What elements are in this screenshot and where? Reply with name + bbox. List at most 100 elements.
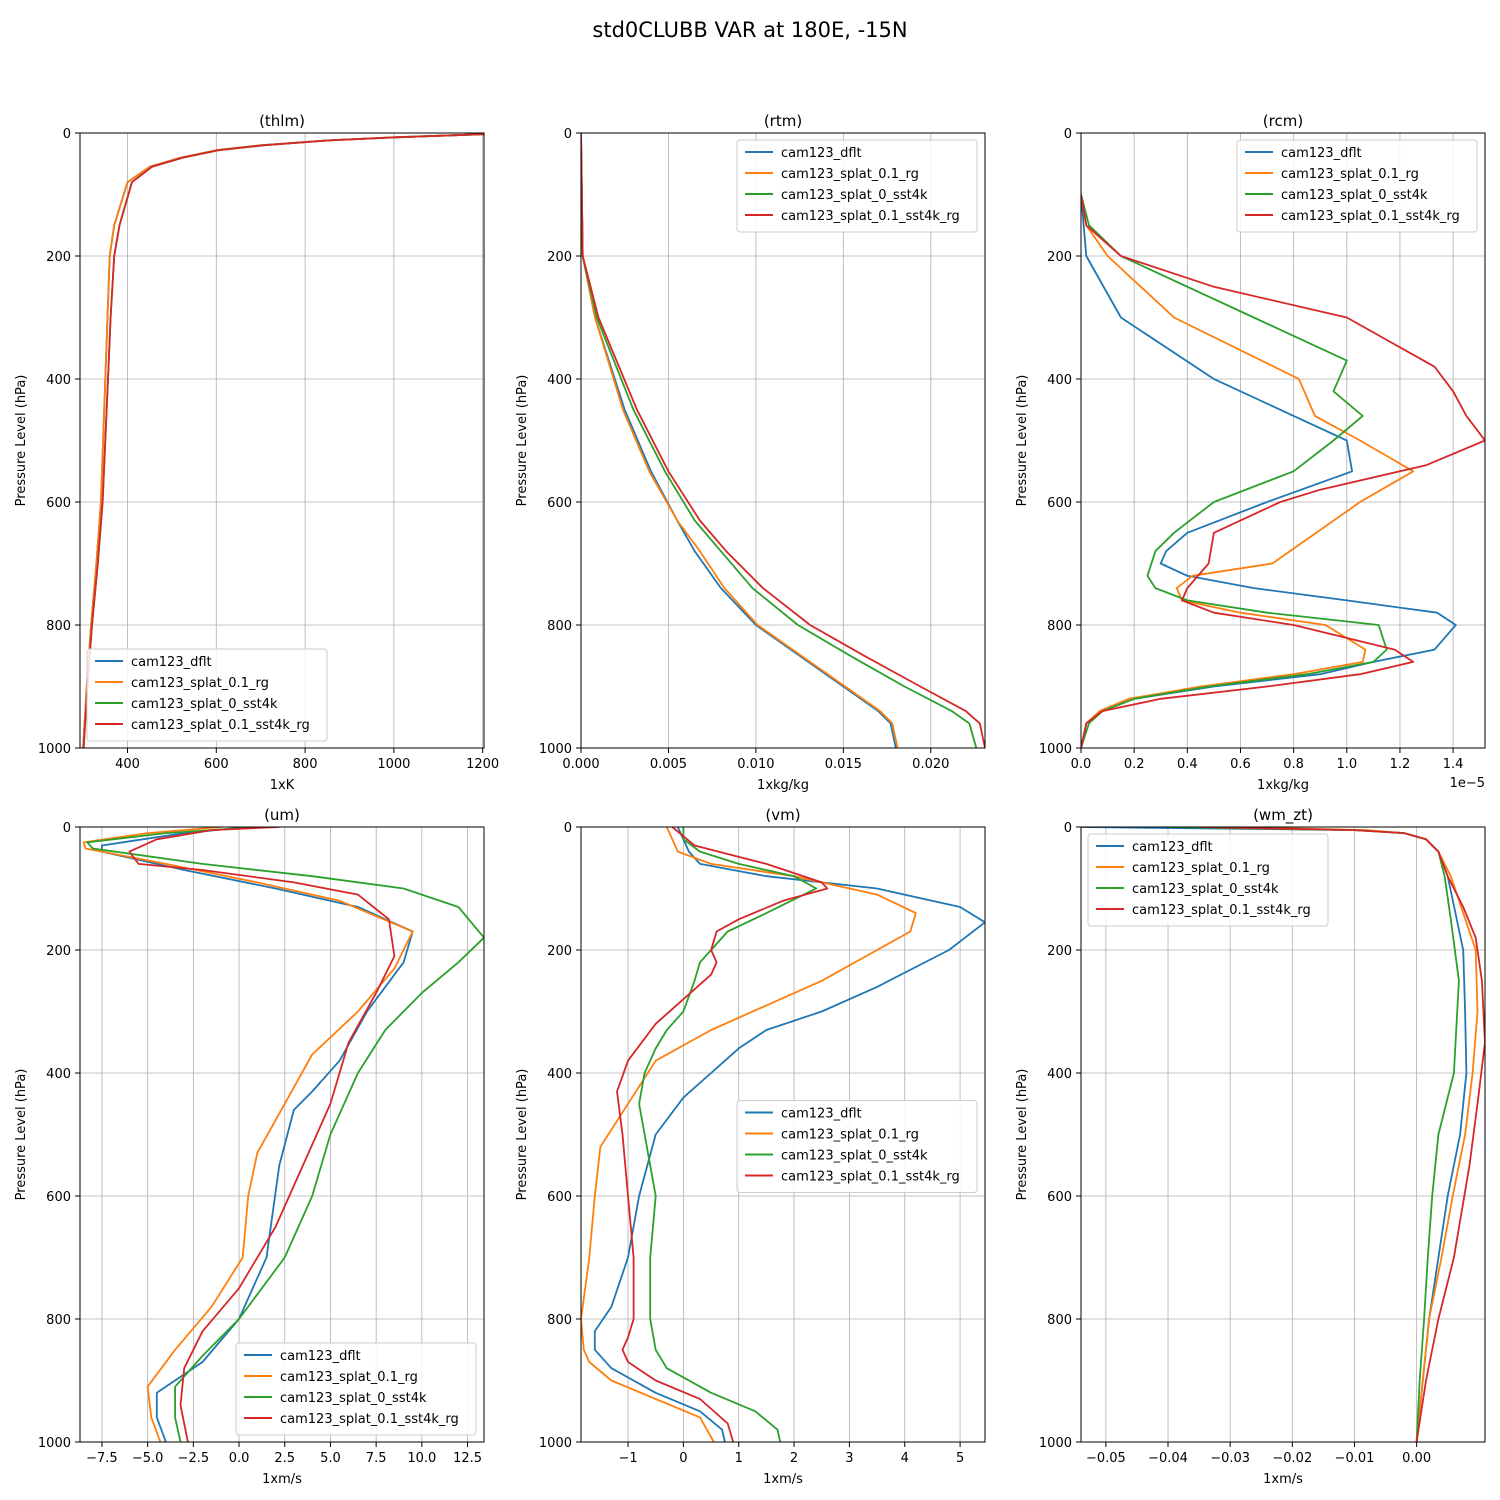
- series-line-cam123_splat_0_sst4k: [581, 133, 978, 748]
- y-tick-label: 800: [547, 1313, 572, 1328]
- y-tick-label: 200: [547, 944, 572, 959]
- x-tick-label: 800: [293, 757, 318, 772]
- legend: cam123_dflt cam123_splat_0.1_rg cam123_spl…: [1087, 833, 1329, 927]
- legend-box: [86, 648, 328, 742]
- y-tick-label: 1000: [38, 1436, 71, 1451]
- y-tick-label: 400: [547, 373, 572, 388]
- y-tick-label: 600: [46, 1190, 71, 1205]
- y-tick-label: 200: [46, 944, 71, 959]
- x-tick-label: 0.020: [912, 757, 949, 772]
- legend-label-cam123_splat_0.1_rg: cam123_splat_0.1_rg: [1281, 167, 1419, 182]
- series-group: [581, 827, 985, 1442]
- legend-label-cam123_splat_0_sst4k: cam123_splat_0_sst4k: [131, 697, 278, 712]
- y-tick-label: 600: [1047, 1190, 1072, 1205]
- series-line-cam123_splat_0.1_sst4k_rg: [1199, 827, 1485, 1442]
- panel-title: (vm): [765, 806, 800, 824]
- legend-label-cam123_splat_0_sst4k: cam123_splat_0_sst4k: [781, 188, 928, 203]
- x-tick-label: 1: [735, 1451, 743, 1466]
- x-axis-label: 1xm/s: [1263, 1472, 1303, 1487]
- y-axis-label: Pressure Level (hPa): [14, 1069, 29, 1201]
- x-tick-label: 7.5: [366, 1451, 387, 1466]
- y-tick-label: 1000: [1039, 742, 1072, 757]
- y-tick-label: 600: [46, 496, 71, 511]
- figure-title: std0CLUBB VAR at 180E, -15N: [592, 18, 907, 42]
- x-tick-label: 10.0: [407, 1451, 436, 1466]
- x-tick-label: −0.05: [1086, 1451, 1126, 1466]
- x-tick-label: 0.2: [1124, 757, 1145, 772]
- y-tick-label: 800: [547, 619, 572, 634]
- panel-title: (rtm): [764, 112, 802, 130]
- x-tick-label: 1.0: [1336, 757, 1357, 772]
- y-tick-label: 0: [1064, 821, 1072, 836]
- y-tick-label: 1000: [1039, 1436, 1072, 1451]
- y-tick-label: 600: [1047, 496, 1072, 511]
- y-tick-label: 800: [1047, 619, 1072, 634]
- x-tick-label: 0.00: [1402, 1451, 1431, 1466]
- y-tick-label: 0: [63, 127, 71, 142]
- x-tick-label: −0.04: [1148, 1451, 1188, 1466]
- series-line-cam123_splat_0_sst4k: [638, 827, 818, 1442]
- chart-panel-vm: −1 0 1 2 3 4 5 0 200 400 600 800 1000 (vm) 1xm/s Pressu…: [515, 806, 986, 1487]
- legend-label-cam123_dflt: cam123_dflt: [781, 146, 862, 161]
- legend-label-cam123_splat_0_sst4k: cam123_splat_0_sst4k: [1132, 882, 1279, 897]
- x-tick-label: 0.005: [650, 757, 687, 772]
- series-group: [82, 133, 484, 748]
- plot-frame: [1080, 826, 1486, 1443]
- legend-label-cam123_splat_0.1_sst4k_rg: cam123_splat_0.1_sst4k_rg: [280, 1412, 459, 1427]
- series-line-cam123_splat_0_sst4k: [86, 827, 484, 1442]
- y-tick-label: 400: [46, 1067, 71, 1082]
- legend-box: [1236, 139, 1478, 233]
- legend-box: [736, 1100, 978, 1193]
- x-tick-label: −2.5: [178, 1451, 210, 1466]
- x-tick-label: −0.03: [1210, 1451, 1250, 1466]
- y-tick-label: 0: [564, 127, 572, 142]
- x-tick-label: 12.5: [453, 1451, 482, 1466]
- series-line-cam123_splat_0.1_sst4k_rg: [128, 827, 396, 1442]
- series-group: [1081, 194, 1485, 748]
- y-tick-label: 0: [1064, 127, 1072, 142]
- legend-label-cam123_dflt: cam123_dflt: [781, 1107, 862, 1122]
- y-tick-label: 200: [1047, 250, 1072, 265]
- y-tick-label: 1000: [539, 742, 572, 757]
- x-tick-label: 1.4: [1443, 757, 1464, 772]
- legend-label-cam123_splat_0.1_rg: cam123_splat_0.1_rg: [280, 1370, 418, 1385]
- x-tick-label: 3: [845, 1451, 853, 1466]
- legend-label-cam123_splat_0.1_sst4k_rg: cam123_splat_0.1_sst4k_rg: [131, 718, 310, 733]
- y-tick-label: 800: [46, 619, 71, 634]
- legend: cam123_dflt cam123_splat_0.1_rg cam123_spl…: [1236, 139, 1478, 233]
- x-axis-label: 1xK: [270, 778, 295, 793]
- legend-label-cam123_splat_0.1_rg: cam123_splat_0.1_rg: [131, 676, 269, 691]
- x-tick-label: 5: [956, 1451, 964, 1466]
- y-tick-label: 0: [564, 821, 572, 836]
- legend-label-cam123_splat_0.1_rg: cam123_splat_0.1_rg: [781, 167, 919, 182]
- y-tick-label: 600: [547, 1190, 572, 1205]
- plot-frame: [79, 826, 485, 1443]
- x-tick-label: 0.0: [1071, 757, 1092, 772]
- series-line-cam123_splat_0.1_sst4k_rg: [616, 827, 829, 1442]
- x-tick-label: 0.015: [825, 757, 862, 772]
- chart-panel-rcm: 0.0 0.2 0.4 0.6 0.8 1.0 1.2 1.4 0 200 400 600 800 100…: [1015, 112, 1486, 793]
- legend-label-cam123_dflt: cam123_dflt: [131, 655, 212, 670]
- legend-label-cam123_splat_0.1_sst4k_rg: cam123_splat_0.1_sst4k_rg: [1281, 209, 1460, 224]
- y-tick-label: 200: [1047, 944, 1072, 959]
- series-line-cam123_splat_0.1_rg: [581, 133, 899, 748]
- y-axis-label: Pressure Level (hPa): [515, 1069, 530, 1201]
- y-tick-label: 1000: [38, 742, 71, 757]
- series-line-cam123_splat_0.1_sst4k_rg: [581, 133, 985, 748]
- legend: cam123_dflt cam123_splat_0.1_rg cam123_spl…: [736, 1100, 978, 1193]
- panel-title: (rcm): [1263, 112, 1303, 130]
- x-tick-label: −0.01: [1335, 1451, 1375, 1466]
- x-axis-multiplier: 1e−5: [1450, 776, 1485, 791]
- x-tick-label: 0.010: [737, 757, 774, 772]
- x-tick-label: 400: [115, 757, 140, 772]
- y-tick-label: 400: [46, 373, 71, 388]
- y-tick-label: 800: [1047, 1313, 1072, 1328]
- series-line-cam123_splat_0.1_rg: [82, 827, 414, 1442]
- x-axis-label: 1xm/s: [763, 1472, 803, 1487]
- legend-label-cam123_splat_0.1_sst4k_rg: cam123_splat_0.1_sst4k_rg: [1132, 903, 1311, 918]
- chart-panel-thlm: 400 600 800 1000 1200 0 200 400 600 800 1000 (thlm)…: [14, 112, 499, 793]
- legend: cam123_dflt cam123_splat_0.1_rg cam123_spl…: [736, 139, 978, 233]
- legend: cam123_dflt cam123_splat_0.1_rg cam123_spl…: [86, 648, 328, 742]
- legend-label-cam123_splat_0_sst4k: cam123_splat_0_sst4k: [280, 1391, 427, 1406]
